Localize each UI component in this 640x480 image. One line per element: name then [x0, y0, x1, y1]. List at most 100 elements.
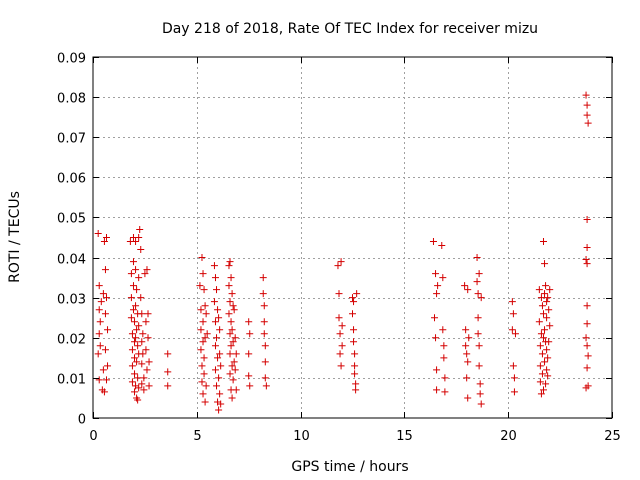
data-point: [352, 380, 360, 388]
data-point: [463, 374, 471, 382]
data-point: [539, 238, 547, 246]
data-point: [433, 290, 441, 298]
data-point: [538, 350, 546, 358]
data-point: [335, 290, 343, 298]
data-point: [509, 310, 517, 318]
x-tick-label: 0: [89, 429, 97, 444]
data-point: [337, 362, 345, 370]
data-point: [230, 306, 238, 314]
data-point: [138, 360, 146, 368]
data-point: [203, 330, 211, 338]
data-point: [95, 306, 103, 314]
data-point: [199, 390, 207, 398]
data-point: [133, 286, 141, 294]
data-point: [537, 390, 545, 398]
data-point: [216, 390, 224, 398]
y-tick-label: 0.01: [57, 373, 86, 388]
data-point: [139, 350, 147, 358]
data-point: [143, 266, 151, 274]
data-point: [97, 298, 105, 306]
data-point: [94, 350, 102, 358]
data-point: [228, 362, 236, 370]
axis-ticks: 0 0.01 0.02 0.03 0.04 0.05 0.06 0.07 0.08 0.09 0 5 1…: [57, 52, 621, 445]
data-point: [197, 326, 205, 334]
data-point: [429, 238, 437, 246]
data-point: [440, 354, 448, 362]
data-point: [336, 350, 344, 358]
data-point: [474, 314, 482, 322]
data-point: [260, 318, 268, 326]
data-point: [582, 384, 590, 392]
data-point: [536, 378, 544, 386]
plot-frame: [92, 56, 613, 419]
data-point: [583, 364, 591, 372]
y-tick-label: 0.02: [57, 333, 86, 348]
data-point: [225, 310, 233, 318]
grid: [93, 57, 612, 418]
x-tick-label: 20: [500, 429, 517, 444]
data-point: [477, 294, 485, 302]
data-point: [511, 330, 519, 338]
data-point: [196, 282, 204, 290]
data-point: [213, 286, 221, 294]
data-point: [142, 346, 150, 354]
data-point: [128, 378, 136, 386]
data-point: [230, 358, 238, 366]
data-point: [539, 334, 547, 342]
data-point: [432, 270, 440, 278]
data-point: [129, 282, 137, 290]
data-point: [198, 254, 206, 262]
data-point: [228, 326, 236, 334]
data-point: [143, 366, 151, 374]
data-point: [164, 368, 172, 376]
data-point: [101, 266, 109, 274]
data-point: [465, 334, 473, 342]
data-point: [95, 282, 103, 290]
data-point: [546, 322, 554, 330]
data-point: [509, 362, 517, 370]
data-point: [134, 342, 142, 350]
data-point: [225, 262, 233, 270]
data-point: [583, 244, 591, 252]
data-point: [431, 314, 439, 322]
data-point: [210, 262, 218, 270]
data-point: [140, 374, 148, 382]
data-point: [200, 286, 208, 294]
data-point: [352, 386, 360, 394]
data-point: [164, 350, 172, 358]
data-point: [131, 370, 139, 378]
data-point: [227, 274, 235, 282]
data-point: [545, 306, 553, 314]
data-point: [211, 274, 219, 282]
data-point: [245, 350, 253, 358]
y-tick-label: 0.06: [57, 172, 86, 187]
data-point: [583, 260, 591, 268]
data-point: [226, 330, 234, 338]
data-point: [128, 346, 136, 354]
data-point: [201, 302, 209, 310]
data-point: [439, 326, 447, 334]
data-point: [132, 302, 140, 310]
data-point: [139, 330, 147, 338]
data-point: [104, 326, 112, 334]
data-point: [144, 334, 152, 342]
data-point: [214, 306, 222, 314]
data-point: [138, 310, 146, 318]
data-point: [582, 334, 590, 342]
chart-title: Day 218 of 2018, Rate Of TEC Index for r…: [162, 21, 538, 37]
data-point: [96, 318, 104, 326]
data-point: [542, 380, 550, 388]
data-point: [131, 318, 139, 326]
data-point: [145, 358, 153, 366]
data-point: [582, 256, 590, 264]
data-point: [134, 396, 142, 404]
y-tick-label: 0.05: [57, 212, 86, 227]
y-tick-label: 0.04: [57, 253, 86, 268]
y-tick-label: 0.08: [57, 92, 86, 107]
data-point: [338, 322, 346, 330]
data-point: [351, 362, 359, 370]
data-point: [350, 338, 358, 346]
data-point: [475, 270, 483, 278]
data-point: [583, 320, 591, 328]
x-tick-label: 5: [193, 429, 201, 444]
